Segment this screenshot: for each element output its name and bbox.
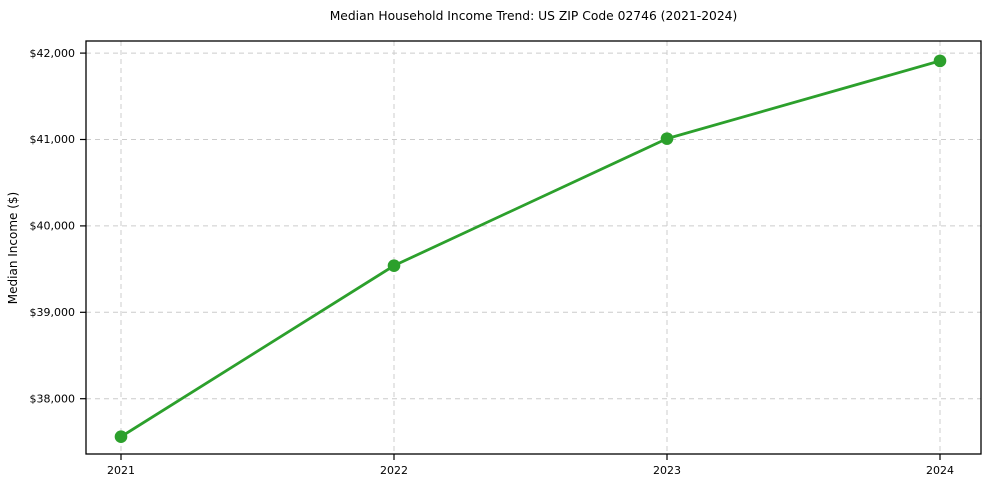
data-point-marker [387,259,401,272]
plot-border [85,40,982,455]
y-tick-label: $42,000 [30,47,76,60]
y-tick-label: $39,000 [30,306,76,319]
data-point-marker [660,132,674,145]
y-tick-label: $38,000 [30,392,76,405]
plot-area: $38,000 $39,000 $40,000 $41,000 $42,000 2021 2… [30,40,982,477]
chart-title: Median Household Income Trend: US ZIP Co… [330,9,738,23]
y-tick-label: $40,000 [30,220,76,233]
y-axis-label: Median Income ($) [6,192,20,304]
x-tick-label: 2024 [926,464,954,477]
x-tick-label: 2021 [107,464,135,477]
income-trend-line [119,59,942,439]
data-point-marker [933,54,947,68]
data-point-marker [114,430,128,444]
y-tick-label: $41,000 [30,133,76,146]
x-tick-label: 2023 [653,464,681,477]
x-tick-label: 2022 [380,464,408,477]
